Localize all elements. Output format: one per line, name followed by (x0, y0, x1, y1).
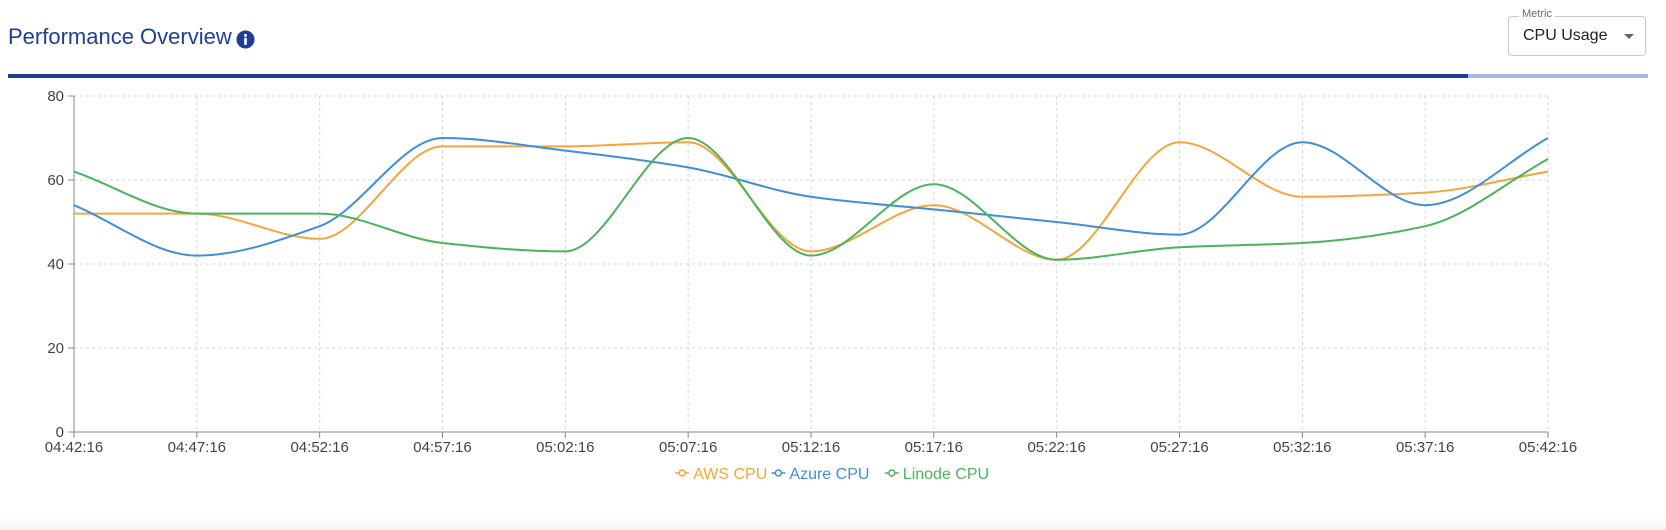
legend-item-aws-cpu[interactable]: AWS CPU (675, 466, 767, 483)
legend-label: Azure CPU (789, 466, 869, 483)
x-tick-label: 04:52:16 (290, 439, 348, 456)
series-line-linode-cpu (73, 136, 1549, 261)
metric-select-value: CPU Usage (1523, 27, 1608, 44)
metric-select-label: Metric (1519, 8, 1555, 20)
x-tick-label: 05:17:16 (905, 439, 963, 456)
legend-item-azure-cpu[interactable]: Azure CPU (771, 466, 869, 483)
info-icon[interactable] (236, 30, 255, 49)
x-tick-label: 05:32:16 (1273, 439, 1331, 456)
series-line-aws-cpu (74, 141, 1549, 261)
legend-marker-icon (888, 469, 896, 477)
x-tick-label: 04:47:16 (168, 439, 226, 456)
series-line-azure-cpu (73, 136, 1549, 257)
legend-marker-icon (678, 469, 686, 477)
legend-label: Linode CPU (903, 466, 989, 483)
chart-series (73, 136, 1549, 261)
panel-bottom-edge (0, 515, 1666, 530)
legend-label: AWS CPU (693, 466, 767, 483)
legend-item-linode-cpu[interactable]: Linode CPU (884, 466, 989, 483)
x-tick-label: 05:22:16 (1027, 439, 1085, 456)
y-tick-label: 40 (47, 256, 64, 273)
y-tick-label: 20 (47, 340, 64, 357)
metric-select[interactable]: Metric CPU Usage (1508, 8, 1646, 56)
panel-header: Performance Overview Metric CPU Usage (0, 0, 1666, 78)
chart-axes: 0 20 40 60 80 04:42:16 04:47:16 04:52:16 04:57:1… (45, 88, 1577, 456)
progress-bar (8, 74, 1648, 78)
cpu-line-chart: 0 20 40 60 80 04:42:16 04:47:16 04:52:16 04:57:1… (45, 88, 1577, 483)
x-tick-label: 04:57:16 (413, 439, 471, 456)
legend-marker-icon (774, 469, 783, 477)
x-tick-label: 05:07:16 (659, 439, 717, 456)
y-tick-label: 80 (47, 88, 64, 105)
y-tick-label: 0 (56, 424, 64, 441)
x-tick-label: 05:37:16 (1396, 439, 1454, 456)
x-tick-label: 05:02:16 (536, 439, 594, 456)
y-tick-label: 60 (47, 172, 64, 189)
page-title: Performance Overview (8, 24, 232, 49)
progress-bar-fill (8, 74, 1468, 78)
x-tick-label: 05:42:16 (1519, 439, 1577, 456)
chart-legend: AWS CPU Azure CPU Linode CPU (675, 466, 989, 483)
chart-grid (73, 95, 1549, 432)
x-tick-label: 05:12:16 (782, 439, 840, 456)
x-tick-label: 04:42:16 (45, 439, 103, 456)
chevron-down-icon (1624, 34, 1634, 39)
x-tick-label: 05:27:16 (1150, 439, 1208, 456)
